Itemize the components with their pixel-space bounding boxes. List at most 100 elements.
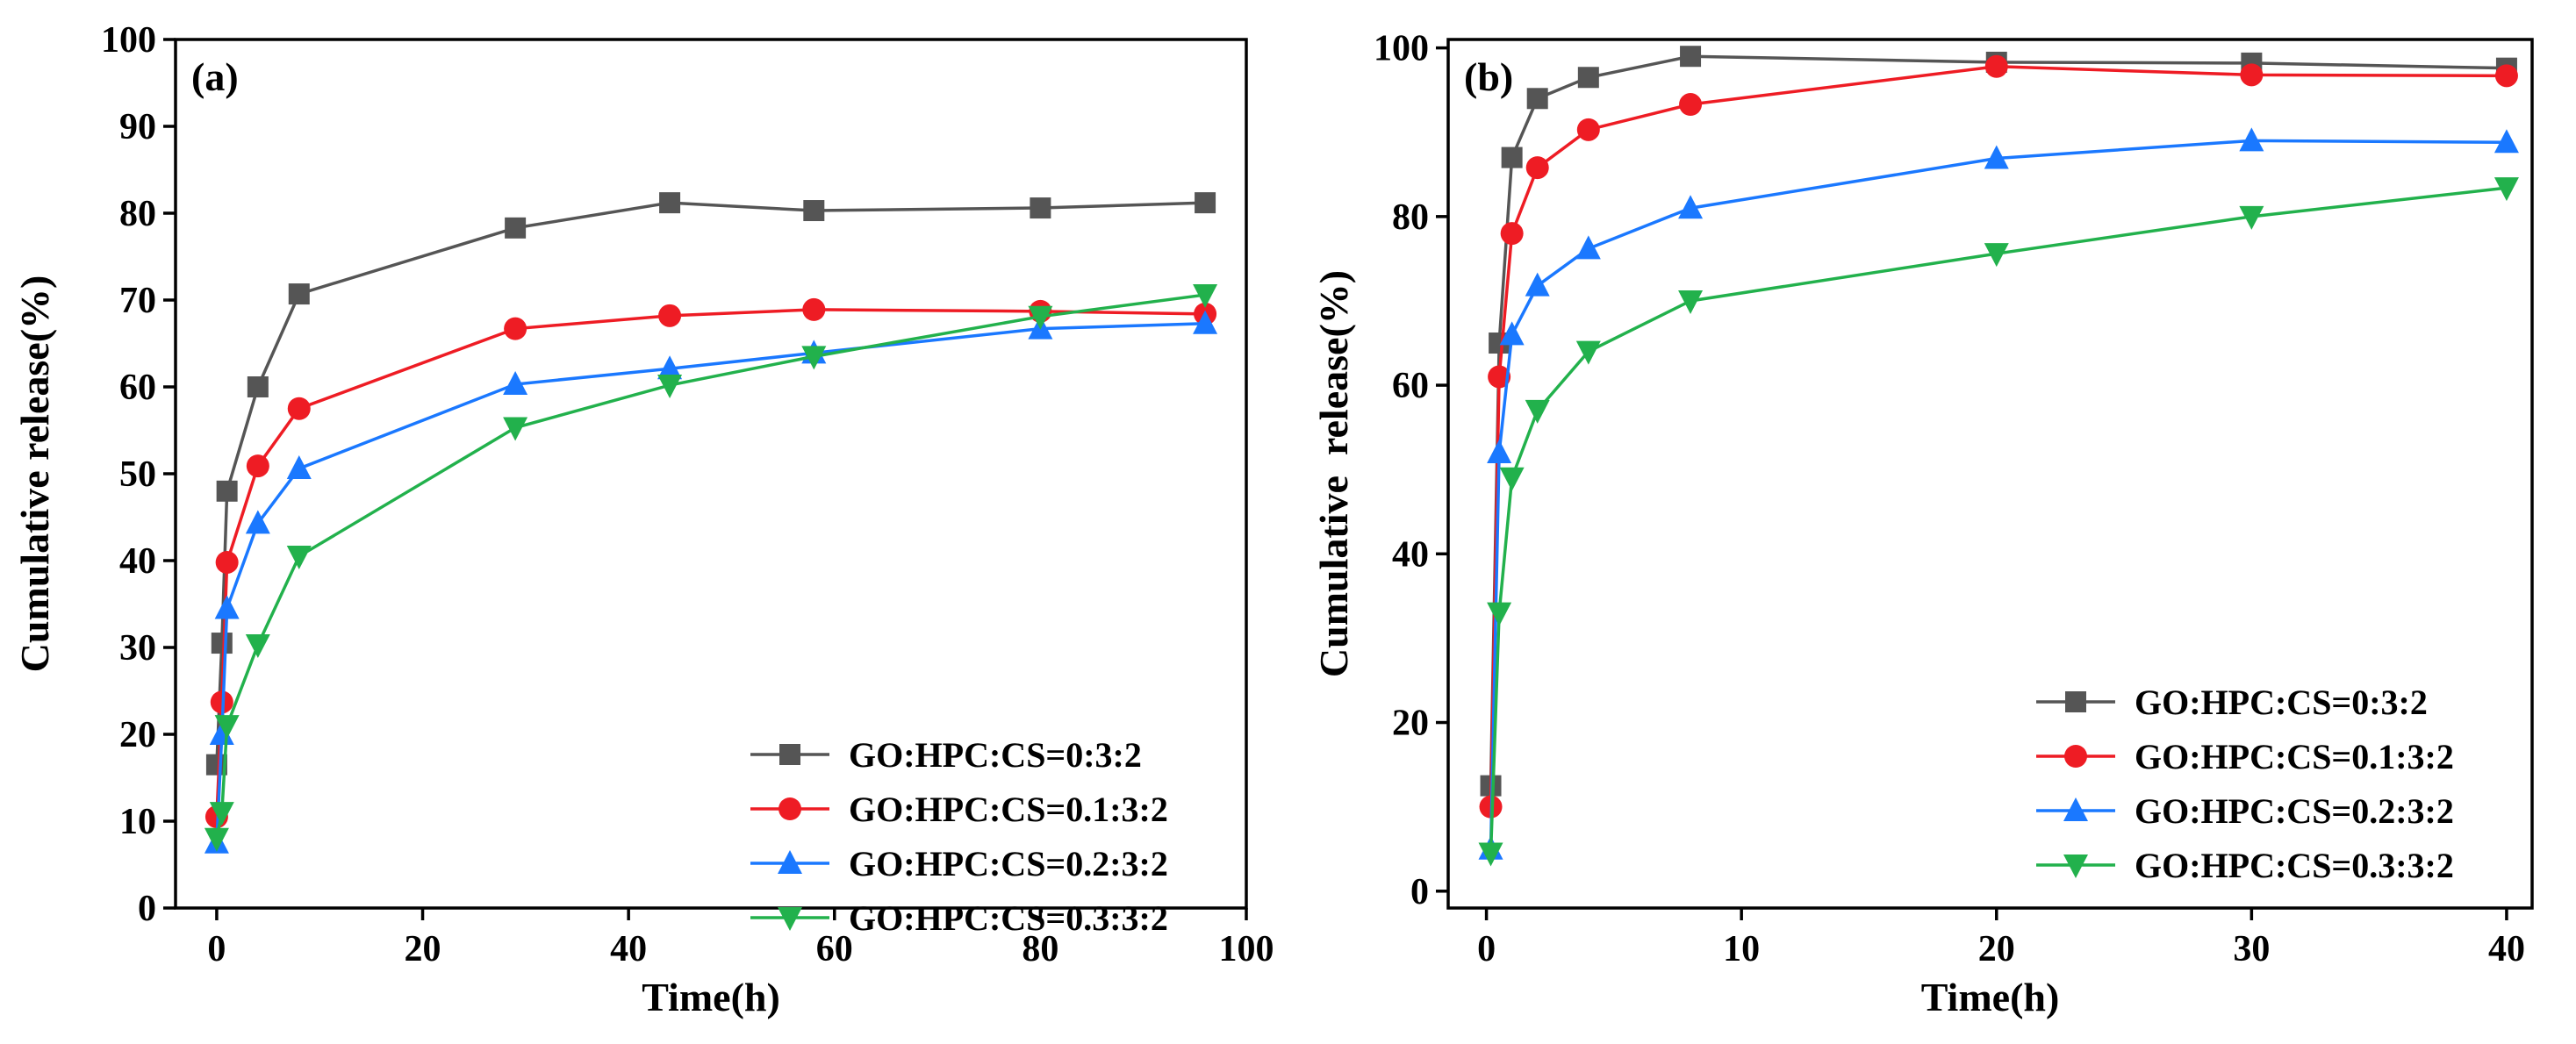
data-point (1680, 46, 1702, 68)
y-tick-label: 0 (138, 889, 156, 929)
data-point (803, 200, 825, 222)
x-tick-label: 0 (1477, 929, 1496, 969)
data-point (1193, 284, 1218, 309)
data-point (1525, 399, 1550, 424)
data-point (1488, 365, 1511, 389)
y-axis-title: Cumulative release(%) (12, 275, 57, 673)
data-point (659, 192, 681, 214)
data-point (287, 397, 311, 420)
data-point (1679, 93, 1703, 117)
y-tick-label: 30 (119, 628, 156, 669)
data-point (1500, 222, 1524, 246)
y-tick-label: 0 (1410, 872, 1429, 912)
legend-marker (779, 797, 801, 820)
data-point (1984, 145, 2009, 169)
y-tick-label: 50 (119, 454, 156, 495)
data-point (657, 375, 683, 399)
legend-item: GO:HPC:CS=0.2:3:2 (750, 844, 1168, 883)
x-tick-label: 80 (1022, 929, 1058, 969)
data-point (211, 633, 233, 654)
data-point (505, 217, 527, 239)
data-point (2493, 129, 2519, 154)
data-point (247, 376, 269, 397)
data-point (1984, 54, 2008, 78)
y-tick-label: 40 (1392, 534, 1429, 575)
data-point (801, 346, 827, 370)
legend-label: GO:HPC:CS=0.3:3:2 (849, 898, 1168, 938)
y-tick-label: 60 (119, 368, 156, 408)
data-point (288, 283, 310, 305)
data-point (204, 827, 229, 852)
data-point (214, 595, 240, 619)
series-4 (1478, 177, 2519, 867)
data-point (2239, 205, 2264, 230)
data-point (2240, 63, 2264, 87)
y-tick-label: 20 (1392, 704, 1429, 744)
data-point (802, 297, 826, 321)
data-point (2239, 127, 2264, 152)
legend-label: GO:HPC:CS=0.1:3:2 (849, 790, 1168, 829)
panel-b: 0 20 40 60 80 100 0 10 20 30 40 Time(h) Cumulative r… (1311, 29, 2534, 1019)
x-tick-label: 20 (405, 929, 441, 969)
legend: GO:HPC:CS=0:3:2 GO:HPC:CS=0.1:3:2 GO:HPC:C… (2036, 683, 2454, 885)
panel-label: (b) (1464, 54, 1513, 99)
y-tick-label: 60 (1392, 366, 1429, 406)
data-point (504, 317, 527, 340)
plot-frame (1446, 38, 2534, 910)
data-point (1195, 192, 1216, 214)
legend-item: GO:HPC:CS=0.1:3:2 (2036, 737, 2454, 776)
data-point (1499, 467, 1525, 491)
data-point (2494, 64, 2518, 88)
legend-marker (779, 744, 800, 765)
data-point (1487, 439, 1512, 463)
legend-label: GO:HPC:CS=0:3:2 (2135, 683, 2428, 722)
data-point (216, 480, 238, 502)
y-tick-label: 90 (119, 107, 156, 147)
x-tick-label: 40 (2488, 929, 2525, 969)
legend-item: GO:HPC:CS=0:3:2 (2036, 683, 2428, 722)
data-point (245, 510, 270, 534)
series-4 (204, 284, 1218, 852)
panel-label: (a) (191, 54, 239, 99)
legend-item: GO:HPC:CS=0.2:3:2 (2036, 791, 2454, 831)
data-point (246, 454, 269, 478)
data-point (503, 371, 528, 396)
data-point (1575, 235, 1601, 260)
series-2 (205, 297, 1217, 829)
series-line (215, 293, 1206, 840)
data-point (286, 455, 312, 480)
data-point (1499, 321, 1525, 346)
y-tick-label: 80 (119, 194, 156, 234)
data-point (1678, 195, 1704, 219)
panel-a: 0 10 20 30 40 50 60 70 80 90 100 0 20 40 60 80 100 Time(h… (12, 20, 1274, 1019)
data-point (245, 634, 270, 659)
legend-label: GO:HPC:CS=0.2:3:2 (849, 844, 1168, 883)
y-tick-label: 80 (1392, 197, 1429, 238)
data-point (1030, 197, 1051, 219)
data-point (1193, 310, 1218, 334)
x-axis-title: Time(h) (1921, 975, 2060, 1019)
series-2 (1479, 54, 2518, 819)
y-tick-label: 20 (119, 715, 156, 755)
legend-marker (2065, 691, 2086, 712)
series-line (215, 308, 1206, 818)
data-point (209, 802, 234, 826)
legend-item: GO:HPC:CS=0.1:3:2 (750, 790, 1168, 829)
legend-label: GO:HPC:CS=0.2:3:2 (2135, 791, 2454, 831)
series-1 (1480, 46, 2517, 797)
data-point (1525, 156, 1549, 180)
legend-marker (778, 907, 802, 931)
data-point (1028, 305, 1053, 330)
y-tick-label: 100 (1374, 29, 1429, 69)
legend-marker (2064, 745, 2087, 768)
series-line (215, 321, 1206, 843)
data-point (215, 550, 239, 574)
x-tick-label: 100 (1219, 929, 1274, 969)
data-point (286, 546, 312, 570)
legend-item: GO:HPC:CS=0:3:2 (750, 735, 1142, 775)
x-tick-label: 40 (610, 929, 647, 969)
data-point (1576, 118, 1600, 141)
x-tick-label: 10 (1723, 929, 1760, 969)
x-axis-title: Time(h) (642, 975, 780, 1019)
